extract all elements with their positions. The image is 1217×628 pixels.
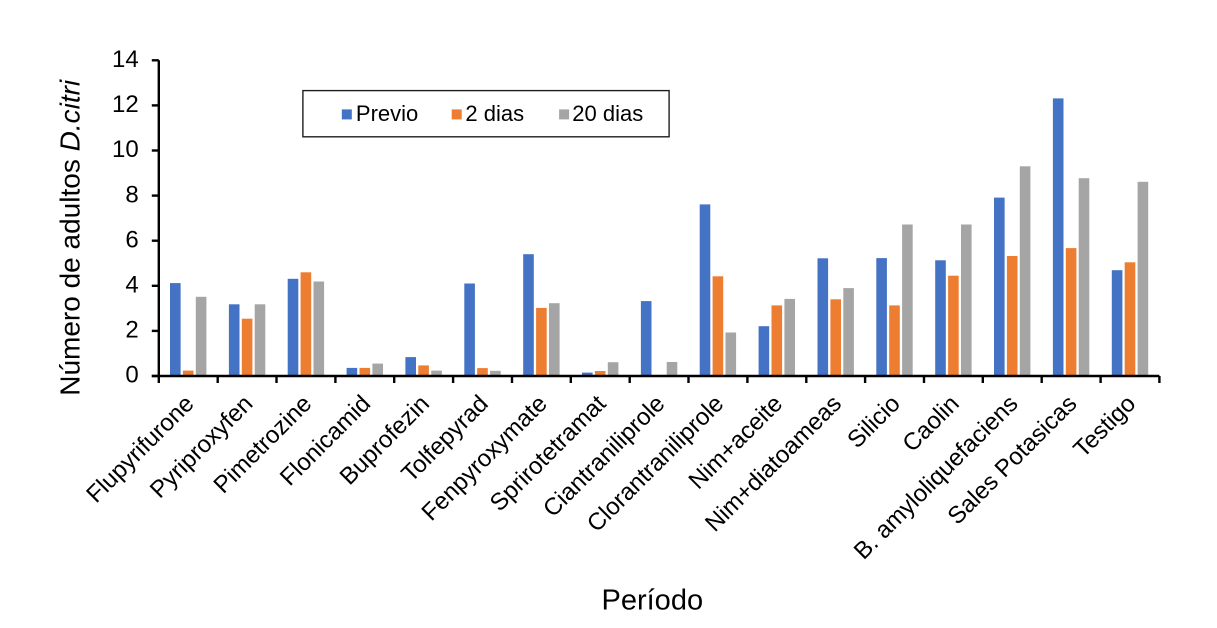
svg-text:Período: Período xyxy=(602,584,704,616)
svg-text:4: 4 xyxy=(125,272,138,299)
svg-text:0: 0 xyxy=(125,362,138,389)
svg-text:8: 8 xyxy=(125,181,138,208)
svg-text:2 dias: 2 dias xyxy=(465,101,524,126)
svg-text:Número de adultos D.citri: Número de adultos D.citri xyxy=(55,79,86,396)
svg-text:10: 10 xyxy=(112,136,139,163)
svg-text:14: 14 xyxy=(112,46,139,73)
svg-text:12: 12 xyxy=(112,91,139,118)
svg-text:20 dias: 20 dias xyxy=(572,101,643,126)
svg-text:Previo: Previo xyxy=(356,101,418,126)
svg-text:6: 6 xyxy=(125,226,138,253)
svg-text:2: 2 xyxy=(125,317,138,344)
